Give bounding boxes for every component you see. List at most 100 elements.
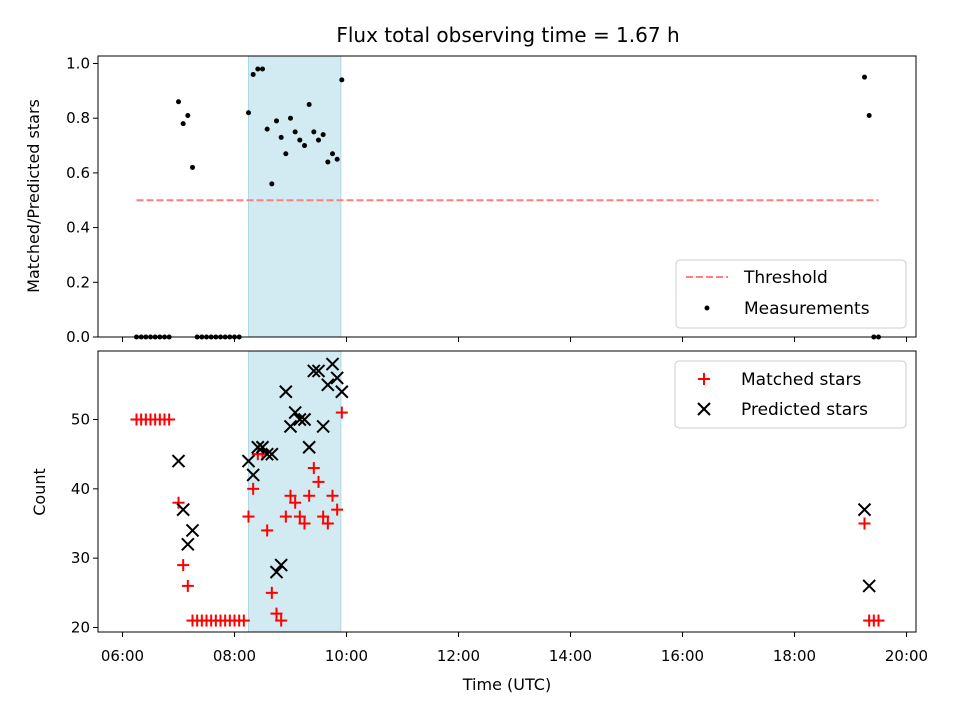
top-y-ticks: 0.0 0.2 0.4 0.6 0.8 1.0 (66, 55, 98, 346)
predicted-star-point (316, 419, 330, 434)
bottom-x-ticks: 06:00 08:00 10:00 12:00 14:00 16:00 18:00 20:00 (101, 632, 928, 665)
measurement-point (297, 137, 303, 143)
bottom-y-tick-label: 20 (71, 619, 90, 637)
predicted-star-point (307, 364, 321, 378)
predicted-x-b (269, 565, 284, 579)
measurement-point (274, 118, 279, 124)
predicted-x-b (325, 357, 340, 371)
top-axes-frame (97, 55, 917, 338)
predicted-x-b (185, 523, 200, 538)
predicted-x-b (181, 537, 195, 552)
bottom-y-tick-label: 50 (71, 411, 90, 429)
matched-star-point (172, 496, 185, 509)
predicted-star-point (297, 412, 312, 427)
predicted-x-b (176, 502, 190, 517)
matched-star-point (298, 517, 311, 530)
measurement-point (311, 129, 317, 135)
measurement-point (320, 132, 326, 138)
matched-star-point (289, 496, 302, 509)
matched-star-point (181, 579, 194, 592)
top-shaded-interval (248, 55, 342, 338)
matched-star-point (858, 517, 871, 530)
bottom-axes-frame (97, 350, 917, 633)
predicted-x-b (862, 579, 876, 593)
predicted-star-point (857, 502, 872, 517)
bottom-marks (130, 357, 885, 627)
predicted-x-b (241, 454, 256, 468)
measurement-point (316, 137, 321, 143)
predicted-star-point (269, 565, 284, 579)
chart-title: Flux total observing time = 1.67 h (336, 23, 679, 47)
predicted-x-b (171, 454, 186, 468)
matched-star-point (284, 489, 297, 502)
legend-predicted-swatch (697, 402, 711, 416)
bottom-shaded-interval (248, 350, 342, 633)
matched-star-point (237, 614, 250, 627)
predicted-star-point (185, 523, 200, 538)
matched-star-point (275, 614, 288, 627)
predicted-star-point (288, 405, 302, 420)
measurement-point (180, 121, 186, 127)
legend-threshold-label: Threshold (743, 268, 828, 288)
predicted-x-b (321, 378, 335, 392)
top-y-axis-label: Matched/Predicted stars (24, 99, 43, 293)
predicted-x-b (283, 419, 298, 434)
predicted-star-point (176, 502, 190, 517)
top-marks (134, 66, 881, 340)
measurement-point (325, 159, 331, 165)
predicted-x-b (279, 385, 293, 399)
predicted-star-point (181, 537, 195, 552)
predicted-star-point (274, 558, 288, 572)
predicted-star-point (265, 447, 279, 461)
bottom-shade-rect (248, 350, 342, 633)
predicted-x-b (251, 440, 265, 454)
predicted-x-b (297, 412, 312, 427)
predicted-star-point (325, 357, 340, 371)
predicted-x-b (330, 371, 344, 385)
predicted-star-point (260, 447, 274, 461)
measurement-point (339, 77, 345, 83)
top-y-tick-label: 1.0 (66, 55, 90, 73)
predicted-x-b (293, 412, 307, 427)
matched-star-point (872, 614, 885, 627)
bottom-legend-box (674, 360, 907, 429)
bottom-y-axis-label: Count (30, 468, 49, 516)
measurement-point (866, 112, 872, 118)
measurement-point (306, 102, 312, 108)
predicted-star-point (330, 371, 344, 385)
predicted-star-point (251, 440, 265, 454)
predicted-star-point (255, 440, 270, 454)
predicted-x-b (857, 502, 872, 517)
top-shade-rect (248, 55, 342, 338)
bottom-x-tick-label: 12:00 (437, 647, 480, 665)
matched-star-point (303, 489, 316, 502)
measurement-point (264, 126, 270, 132)
legend-measurements-label: Measurements (744, 299, 870, 319)
predicted-star-point (283, 419, 298, 434)
matched-star-point (335, 406, 348, 419)
matched-star-point (242, 510, 255, 523)
predicted-x-b (311, 364, 326, 378)
matched-star-point (247, 482, 260, 495)
bottom-x-tick-label: 14:00 (549, 647, 592, 665)
top-legend-box (675, 259, 907, 329)
bottom-x-tick-label: 08:00 (213, 647, 256, 665)
predicted-star-point (241, 454, 256, 468)
bottom-legend: Matched stars Predicted stars (674, 360, 907, 429)
matched-star-point (163, 413, 176, 426)
measurement-point (260, 66, 265, 72)
legend-measurements-swatch (704, 305, 710, 311)
top-y-tick-label: 0.0 (66, 328, 90, 346)
measurement-point (288, 115, 293, 121)
measurement-point (246, 110, 251, 116)
bottom-x-tick-label: 06:00 (101, 647, 144, 665)
legend-matched-swatch (698, 373, 710, 385)
bottom-x-tick-label: 10:00 (325, 647, 368, 665)
top-x-ticks (122, 337, 907, 342)
bottom-y-tick-label: 30 (71, 549, 90, 567)
measurement-point (176, 99, 181, 105)
predicted-star-point (279, 385, 293, 399)
measurement-point (292, 129, 298, 135)
predicted-x-b (255, 440, 270, 454)
